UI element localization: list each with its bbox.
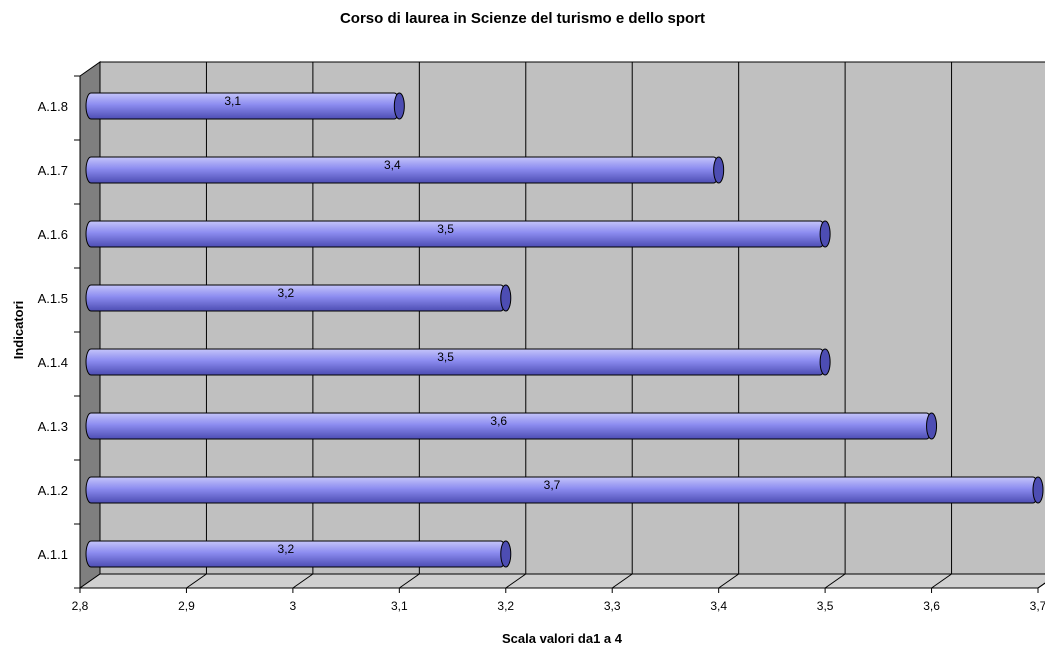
plot-area (78, 61, 1045, 589)
gridline-floor (505, 573, 527, 589)
bar-value-label: 3,5 (437, 350, 454, 364)
bar (85, 540, 507, 568)
bar-group: 3,2 (85, 284, 512, 312)
bar-value-label: 3,5 (437, 222, 454, 236)
bar-cap (500, 284, 512, 312)
gridline-floor (1037, 582, 1045, 589)
bar (85, 92, 400, 120)
bar-cap (393, 92, 405, 120)
category-label: A.1.4 (38, 355, 68, 370)
gridline-floor (611, 573, 633, 589)
category-label: A.1.2 (38, 483, 68, 498)
bar (85, 412, 933, 440)
bar (85, 284, 507, 312)
x-tick-label: 3,1 (391, 599, 408, 613)
bar-group: 3,6 (85, 412, 938, 440)
gridline-floor (824, 573, 846, 589)
bar-value-label: 3,2 (278, 286, 295, 300)
x-tick-label: 3,6 (923, 599, 940, 613)
x-tick-label: 3 (290, 599, 297, 613)
category-label: A.1.8 (38, 99, 68, 114)
bar-value-label: 3,2 (278, 542, 295, 556)
bar-group: 3,2 (85, 540, 512, 568)
bar-value-label: 3,7 (544, 478, 561, 492)
category-label: A.1.6 (38, 227, 68, 242)
x-tick-label: 3,2 (497, 599, 514, 613)
bar-cap (713, 156, 725, 184)
x-tick-label: 3,4 (710, 599, 727, 613)
x-tick-label: 3,7 (1030, 599, 1045, 613)
x-tick-label: 2,8 (72, 599, 89, 613)
bars: 3,2 3,7 3,6 3,5 3,2 3,5 3,4 3,1 (85, 92, 1044, 568)
category-label: A.1.3 (38, 419, 68, 434)
x-tick-label: 3,5 (817, 599, 834, 613)
bar-value-label: 3,6 (490, 414, 507, 428)
bar-group: 3,1 (85, 92, 405, 120)
x-tick-label: 2,9 (178, 599, 195, 613)
bar-group: 3,5 (85, 220, 831, 248)
floor (78, 573, 1045, 589)
category-label: A.1.1 (38, 547, 68, 562)
bar-value-label: 3,4 (384, 158, 401, 172)
bar-group: 3,5 (85, 348, 831, 376)
gridline-floor (718, 573, 739, 589)
gridline-floor (186, 573, 207, 589)
bar-cap (926, 412, 938, 440)
bar-cap (1032, 476, 1044, 504)
gridline-floor (292, 573, 314, 589)
bar (85, 476, 1039, 504)
side-wall (79, 61, 101, 589)
bar-cap (819, 348, 831, 376)
bar-cap (819, 220, 831, 248)
bar-cap (500, 540, 512, 568)
category-label: A.1.7 (38, 163, 68, 178)
bar-value-label: 3,1 (224, 94, 241, 108)
axes: 2,8 2,9 3 3,1 3,2 3,3 3,4 3,5 3,6 3,7 A.1.1 A.1.2 A.… (38, 75, 1045, 613)
x-tick-label: 3,3 (604, 599, 621, 613)
bar (85, 156, 720, 184)
y-axis-title: Indicatori (11, 301, 26, 360)
gridline-floor (399, 573, 420, 589)
x-axis-title: Scala valori da1 a 4 (502, 631, 623, 646)
chart-title: Corso di laurea in Scienze del turismo e… (339, 10, 706, 27)
bar-group: 3,7 (85, 476, 1044, 504)
bar-group: 3,4 (85, 156, 725, 184)
category-label: A.1.5 (38, 291, 68, 306)
bar (85, 348, 826, 376)
gridline-floor (931, 573, 952, 589)
bar (85, 220, 826, 248)
